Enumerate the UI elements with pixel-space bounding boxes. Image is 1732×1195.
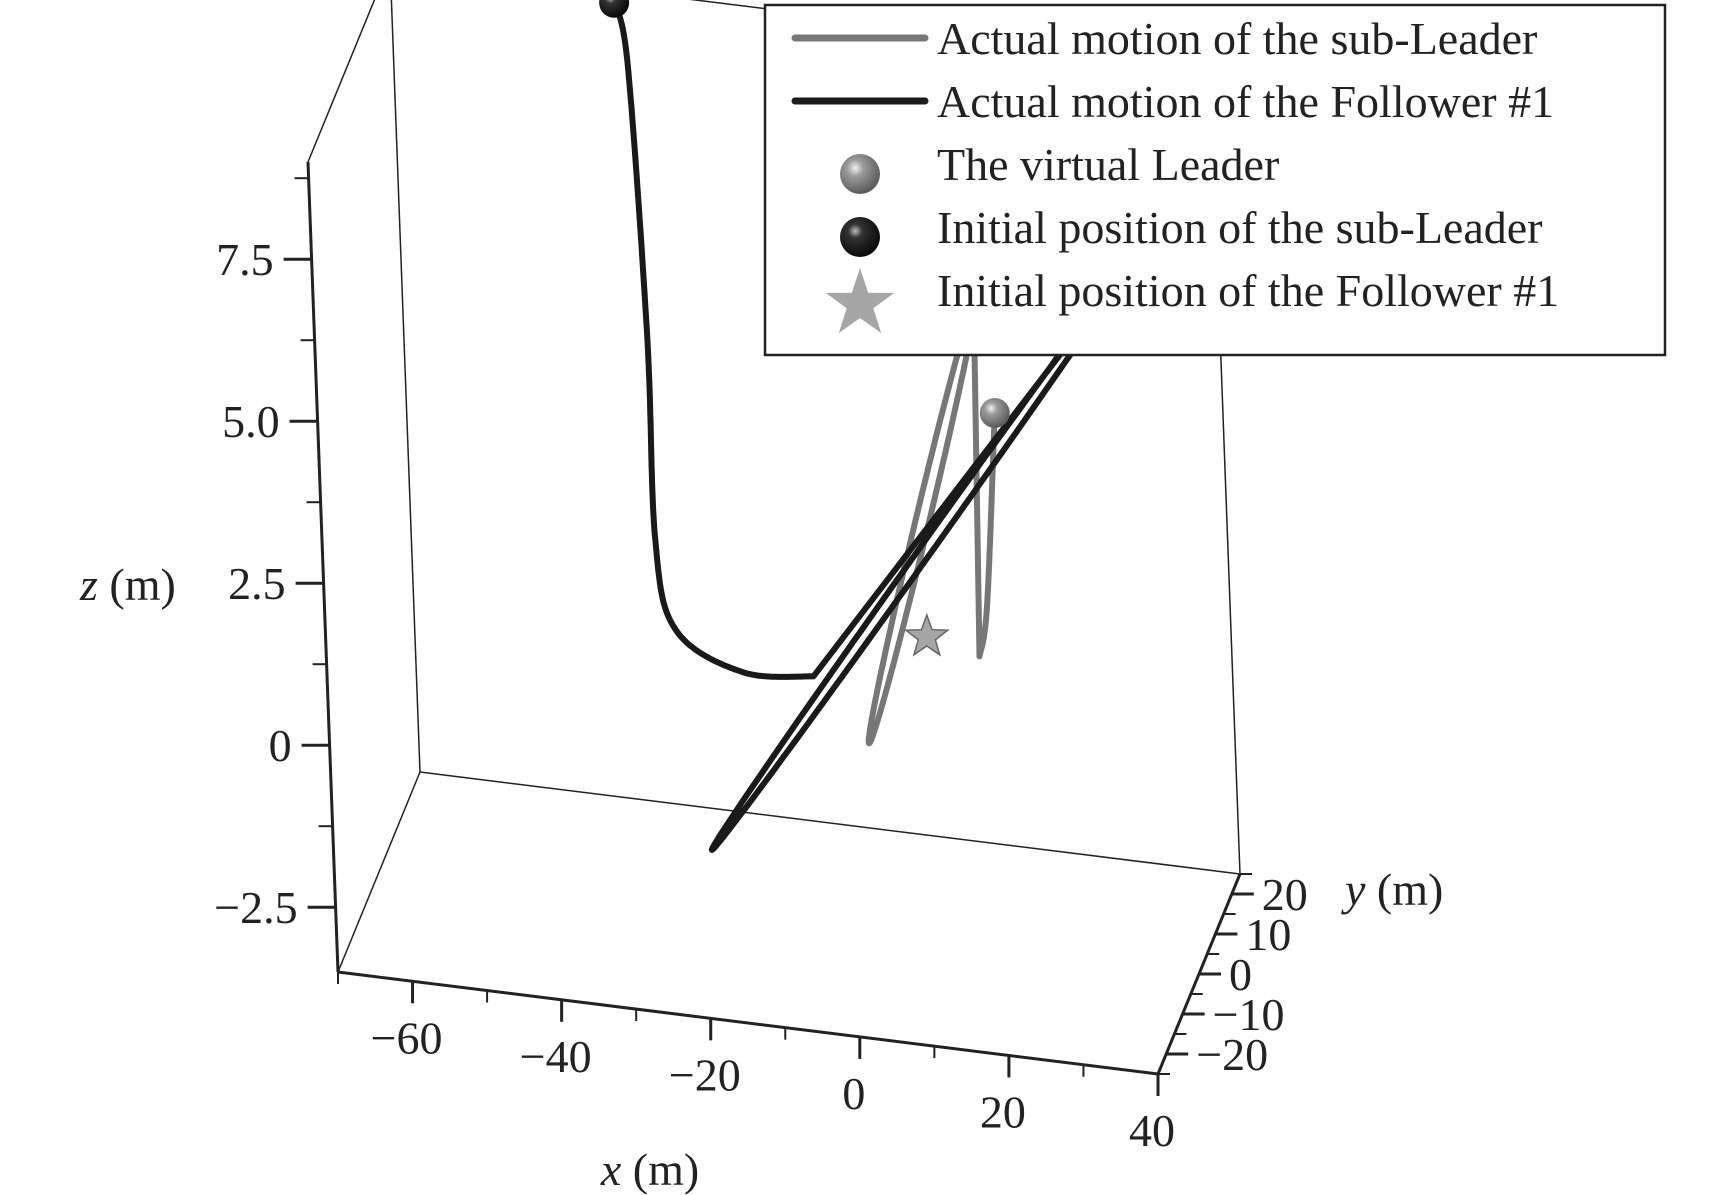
- frame-edge: [337, 771, 421, 973]
- z-tick-label: 7.5: [216, 234, 274, 285]
- z-axis-line: [306, 161, 340, 973]
- y-tick-label: 0: [1229, 949, 1252, 1000]
- legend-label: Initial position of the sub-Leader: [937, 202, 1543, 253]
- legend-sphere-swatch: [840, 217, 880, 257]
- x-axis-line: [337, 970, 1159, 1076]
- x-tick-label: 40: [1129, 1105, 1175, 1156]
- z-tick-label: −2.5: [214, 882, 297, 933]
- y-tick-label: 10: [1245, 909, 1291, 960]
- legend-item: Actual motion of the Follower #1: [791, 76, 1554, 127]
- y-tick-label: 20: [1262, 869, 1308, 920]
- legend-label: Actual motion of the Follower #1: [937, 76, 1554, 127]
- frame-edge: [390, 0, 421, 773]
- y-tick-label: −20: [1196, 1029, 1268, 1080]
- y-axis-label: y (m): [1341, 864, 1443, 915]
- x-tick-label: −40: [520, 1031, 592, 1082]
- legend-star-swatch: [825, 268, 895, 334]
- x-tick-label: −20: [669, 1049, 741, 1100]
- z-tick-label: 0: [269, 720, 292, 771]
- legend-item: Actual motion of the sub-Leader: [791, 13, 1537, 64]
- legend: Actual motion of the sub-Leader Actual mo…: [763, 3, 1667, 357]
- point-markers: [599, 0, 1010, 657]
- frame-edge: [307, 0, 376, 163]
- series-line-sub-leader: [865, 294, 998, 747]
- legend-item: Initial position of the Follower #1: [825, 265, 1559, 334]
- x-axis-label: x (m): [600, 1144, 699, 1195]
- legend-label: Actual motion of the sub-Leader: [937, 13, 1537, 64]
- legend-sphere-swatch: [840, 154, 880, 194]
- z-axis-label: z (m): [79, 559, 176, 610]
- y-tick-label: −10: [1213, 989, 1285, 1040]
- legend-item: The virtual Leader: [840, 139, 1279, 194]
- legend-item: Initial position of the sub-Leader: [840, 202, 1543, 257]
- frame-edge: [419, 771, 1241, 875]
- marker-the-virtual-leader: [979, 397, 1010, 428]
- x-tick-label: −60: [371, 1012, 443, 1063]
- z-tick-label: 2.5: [228, 558, 286, 609]
- x-tick-label: 20: [980, 1086, 1026, 1137]
- marker-initial-position-of-the-sub-leader: [599, 0, 630, 18]
- z-tick-label: 5.0: [222, 396, 280, 447]
- legend-box: [763, 3, 1667, 357]
- x-tick-label: 0: [842, 1068, 865, 1119]
- legend-label: Initial position of the Follower #1: [937, 265, 1559, 316]
- legend-label: The virtual Leader: [937, 139, 1279, 190]
- marker-initial-position-of-the-follower-1: [903, 612, 950, 657]
